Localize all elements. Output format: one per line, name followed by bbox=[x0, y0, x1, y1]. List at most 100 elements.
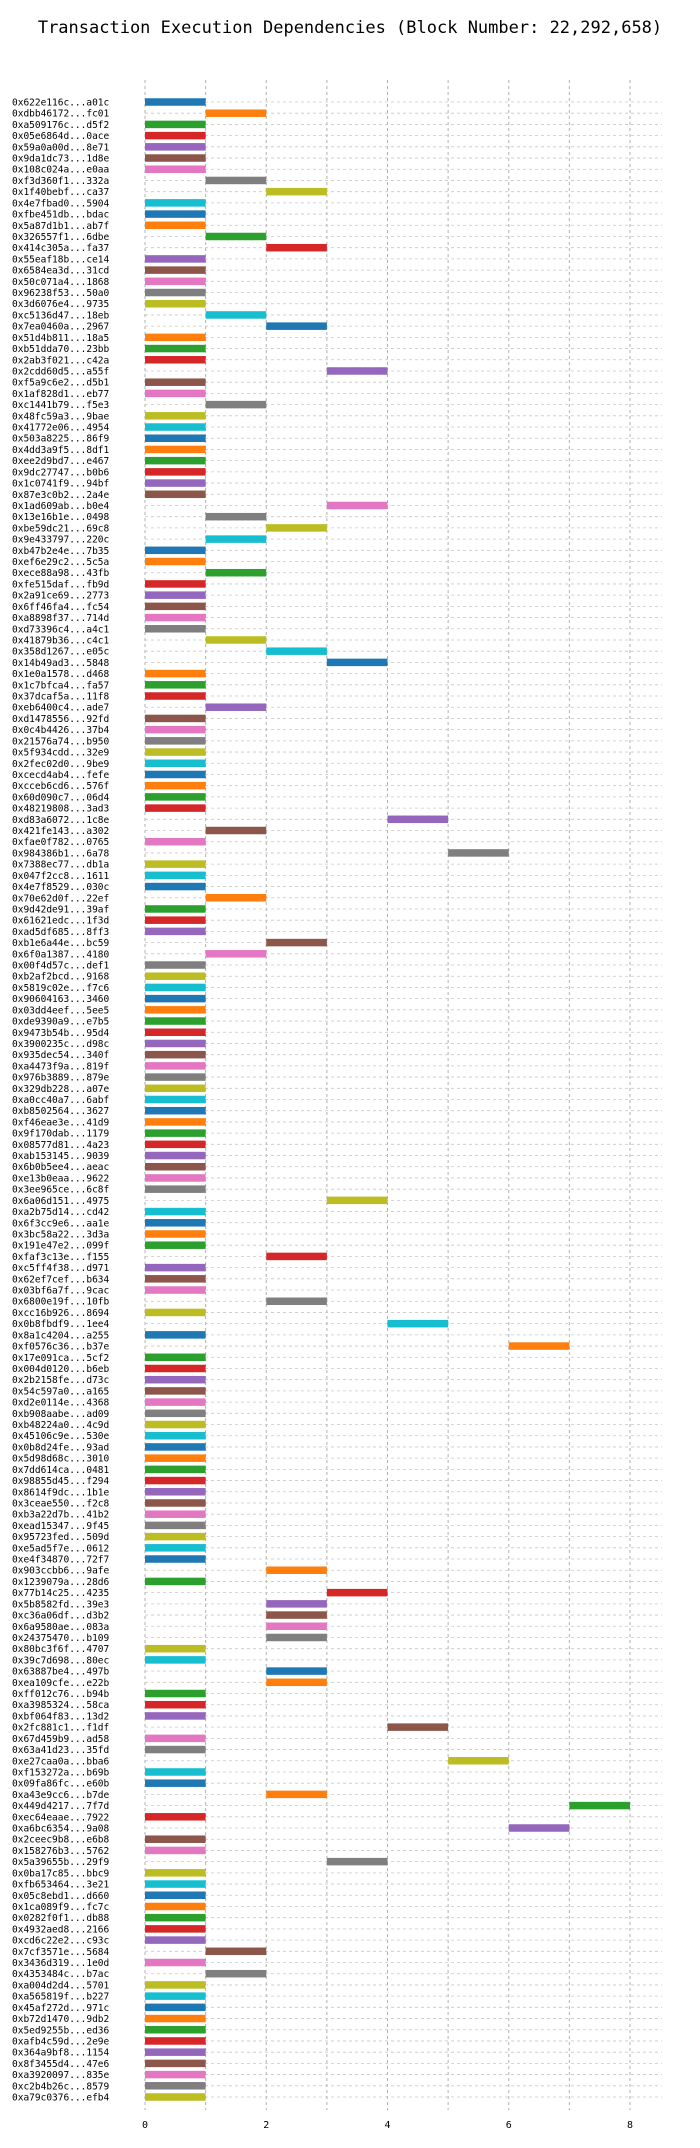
y-tick-label: 0xd1478556...92fd bbox=[12, 714, 109, 725]
dependency-bar bbox=[145, 1185, 206, 1193]
y-tick-label: 0xf153272a...b69b bbox=[12, 1767, 110, 1778]
y-tick-label: 0x3900235c...d98c bbox=[12, 1039, 109, 1050]
y-tick-label: 0x4e7f8529...030c bbox=[12, 882, 109, 893]
dependency-bar bbox=[145, 1443, 206, 1451]
dependency-bar bbox=[266, 938, 327, 947]
dependency-bar bbox=[145, 1521, 206, 1530]
dependency-bar bbox=[145, 1958, 206, 1967]
dependency-bar bbox=[145, 905, 206, 913]
y-tick-label: 0x2fc881c1...f1df bbox=[12, 1723, 109, 1734]
y-tick-label: 0x9da1dc73...1d8e bbox=[12, 154, 110, 165]
y-tick-label: 0x8a1c4204...a255 bbox=[12, 1330, 109, 1341]
y-tick-label: 0x329db228...a07e bbox=[12, 1084, 110, 1095]
dependency-bar bbox=[145, 1869, 206, 1877]
y-tick-label: 0xa3920097...835e bbox=[12, 2070, 110, 2081]
dependency-bar bbox=[145, 1375, 206, 1384]
y-tick-label: 0x51d4b811...18a5 bbox=[12, 333, 109, 344]
y-tick-label: 0x0c4b4426...37b4 bbox=[12, 725, 110, 736]
y-tick-label: 0x1c0741f9...94bf bbox=[12, 479, 109, 490]
y-tick-label: 0x63887be4...497b bbox=[12, 1667, 110, 1678]
y-tick-label: 0x4353484c...b7ac bbox=[12, 1969, 109, 1980]
dependency-bar bbox=[145, 1039, 206, 1048]
y-tick-label: 0xfbe451db...bdac bbox=[12, 210, 109, 221]
y-tick-label: 0xf0576c36...b37e bbox=[12, 1342, 110, 1353]
y-tick-label: 0x9f170dab...1179 bbox=[12, 1129, 110, 1140]
y-tick-label: 0xf3d360f1...332a bbox=[12, 176, 109, 187]
x-tick-label: 8 bbox=[627, 2120, 633, 2131]
dependency-bar bbox=[145, 266, 206, 274]
dependency-bar bbox=[145, 2037, 206, 2045]
y-tick-label: 0x1e0a1578...d468 bbox=[12, 669, 110, 680]
dependency-bar bbox=[145, 1219, 206, 1227]
dependency-bar bbox=[266, 1566, 327, 1574]
y-tick-label: 0x0ba17c85...bbc9 bbox=[12, 1868, 110, 1879]
dependency-bar bbox=[508, 1342, 570, 1350]
y-tick-label: 0x50c071a4...1868 bbox=[12, 277, 110, 288]
dependency-bar bbox=[145, 1835, 206, 1843]
dependency-bar bbox=[145, 1465, 206, 1474]
y-tick-label: 0x6f0a1387...4180 bbox=[12, 949, 110, 960]
y-tick-label: 0x5d98d68c...3010 bbox=[12, 1454, 110, 1465]
y-tick-label: 0x90604163...3460 bbox=[12, 994, 110, 1005]
dependency-bar bbox=[145, 781, 206, 790]
dependency-bar bbox=[145, 1510, 206, 1518]
dependency-bar bbox=[145, 2093, 206, 2101]
dependency-bar bbox=[145, 1017, 206, 1025]
dependency-bar bbox=[145, 344, 206, 353]
y-tick-label: 0x3ee965ce...6c8f bbox=[12, 1185, 109, 1196]
dependency-bar bbox=[266, 1667, 327, 1675]
y-tick-label: 0xa0cc40a7...6abf bbox=[12, 1095, 109, 1106]
dependency-bar bbox=[145, 1499, 206, 1507]
dependency-bar bbox=[145, 490, 206, 499]
y-tick-label: 0xcd6c22e2...c93c bbox=[12, 1936, 109, 1947]
dependency-bar bbox=[145, 625, 206, 633]
x-tick-label: 6 bbox=[506, 2120, 512, 2131]
y-tick-label: 0xcc16b926...8694 bbox=[12, 1308, 110, 1319]
dependency-bar bbox=[205, 950, 267, 958]
y-tick-label: 0x5b8582fd...39e3 bbox=[12, 1599, 109, 1610]
dependency-bar bbox=[145, 1981, 206, 1989]
y-tick-label: 0x41772e06...4954 bbox=[12, 423, 110, 434]
dependency-bar bbox=[266, 1611, 327, 1619]
x-tick-label: 4 bbox=[384, 2120, 390, 2131]
dependency-bar bbox=[205, 176, 267, 185]
dependency-bar bbox=[205, 894, 267, 902]
dependency-bar bbox=[205, 703, 267, 711]
dependency-bar bbox=[145, 1813, 206, 1821]
y-tick-label: 0x4932aed8...2166 bbox=[12, 1924, 110, 1935]
dependency-bar bbox=[326, 658, 388, 667]
y-tick-label: 0xa565819f...b227 bbox=[12, 1992, 109, 2003]
y-tick-label: 0x09fa86fc...e60b bbox=[12, 1779, 110, 1790]
dependency-bar bbox=[145, 983, 206, 992]
y-tick-label: 0x8f3455d4...47e6 bbox=[12, 2059, 110, 2070]
y-tick-label: 0x54c597a0...a165 bbox=[12, 1386, 109, 1397]
y-tick-label: 0xd83a6072...1c8e bbox=[12, 815, 110, 826]
dependency-bar bbox=[326, 367, 388, 375]
dependency-bar bbox=[145, 546, 206, 555]
dependency-bar bbox=[145, 1084, 206, 1093]
y-tick-label: 0xb48224a0...4c9d bbox=[12, 1420, 109, 1431]
y-tick-label: 0xf46eae3e...41d9 bbox=[12, 1117, 110, 1128]
y-tick-label: 0xa2b75d14...cd42 bbox=[12, 1207, 109, 1218]
y-tick-label: 0x108c024a...e0aa bbox=[12, 165, 109, 176]
y-tick-label: 0xa3985324...58ca bbox=[12, 1700, 109, 1711]
y-tick-label: 0x1239079a...28d6 bbox=[12, 1577, 110, 1588]
y-tick-label: 0xe27caa0a...bba6 bbox=[12, 1756, 110, 1767]
y-tick-label: 0x00f4d57c...def1 bbox=[12, 961, 110, 972]
dependency-bar bbox=[145, 1925, 206, 1933]
y-tick-label: 0x449d4217...7f7d bbox=[12, 1801, 109, 1812]
dependency-bar bbox=[145, 1431, 206, 1440]
y-tick-label: 0x903ccbb6...9afe bbox=[12, 1566, 110, 1577]
dependency-bar bbox=[145, 1398, 206, 1406]
dependency-bar bbox=[508, 1824, 570, 1832]
y-tick-label: 0x05c8ebd1...d660 bbox=[12, 1891, 110, 1902]
dependency-bar bbox=[145, 120, 206, 129]
y-tick-label: 0xb3a22d7b...41b2 bbox=[12, 1510, 109, 1521]
y-tick-label: 0x6584ea3d...31cd bbox=[12, 266, 109, 277]
y-tick-label: 0x62ef7cef...b634 bbox=[12, 1274, 110, 1285]
dependency-bar bbox=[145, 882, 206, 891]
dependency-bar bbox=[266, 1600, 327, 1608]
y-tick-label: 0x4dd3a9f5...8df1 bbox=[12, 445, 110, 456]
dependency-bar bbox=[145, 1162, 206, 1171]
y-tick-label: 0x0282f0f1...db88 bbox=[12, 1913, 110, 1924]
